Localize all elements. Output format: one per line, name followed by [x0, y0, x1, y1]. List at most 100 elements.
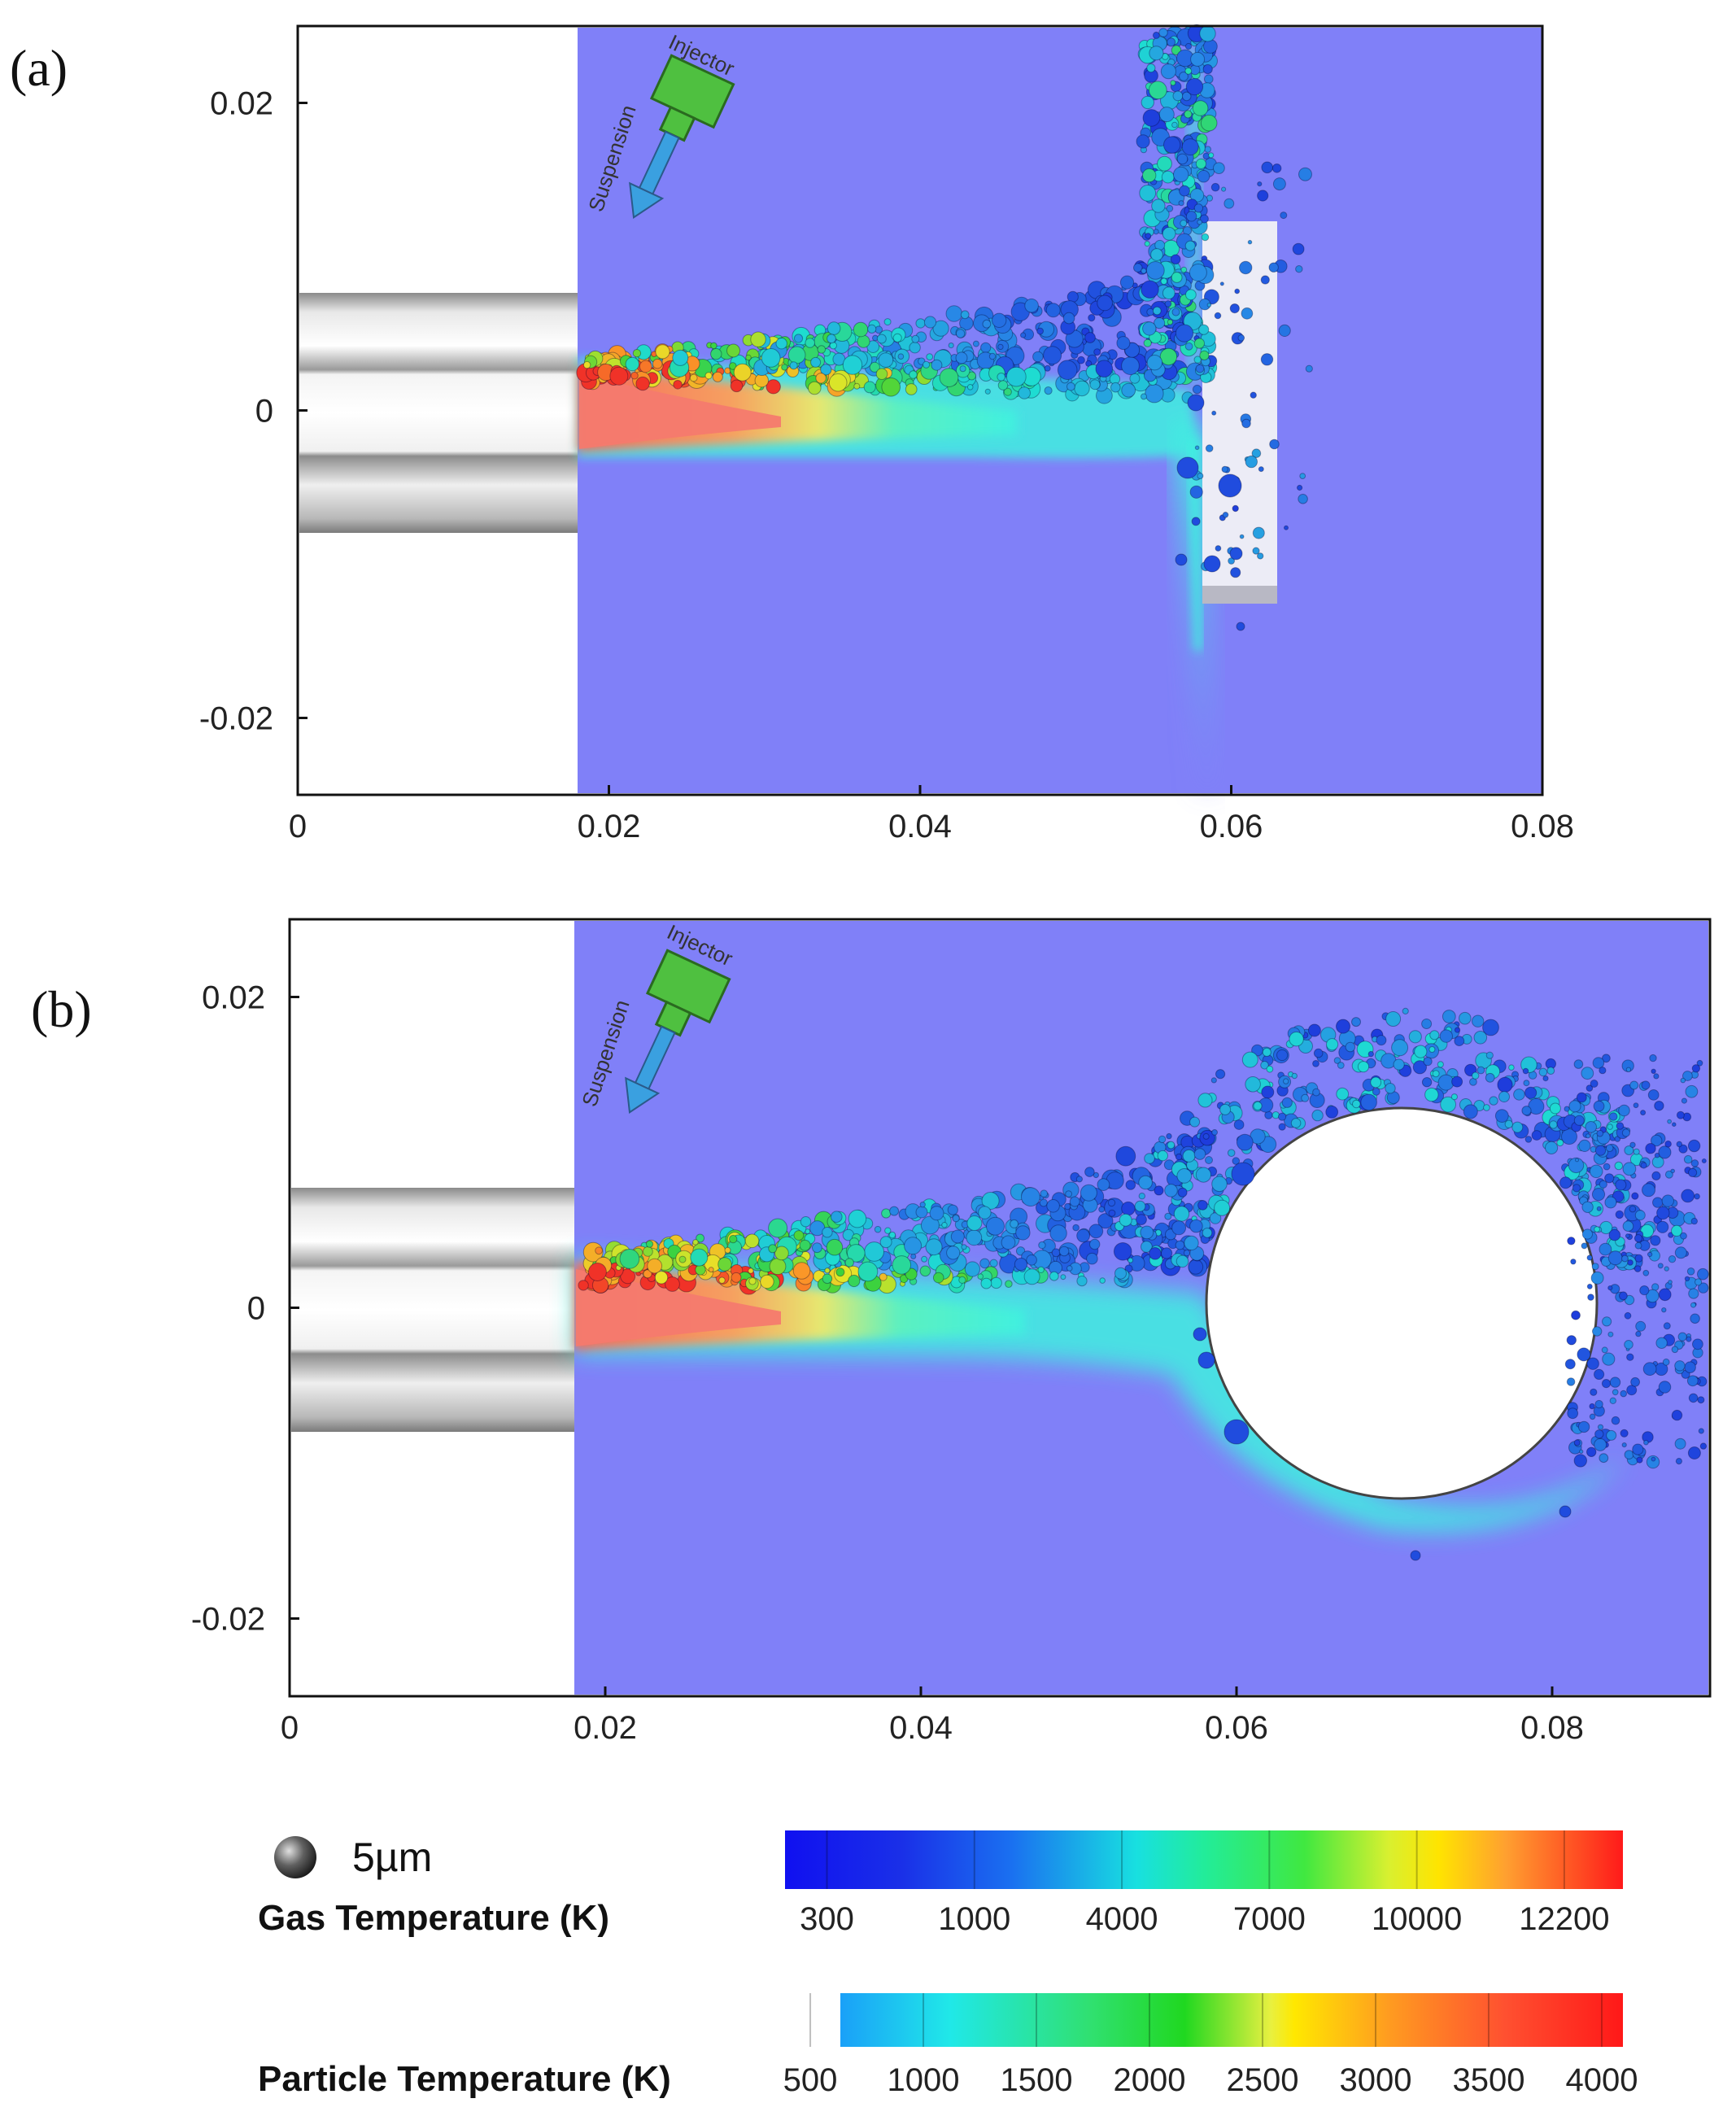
particle: [997, 343, 1004, 351]
panel-b-label: (b): [31, 980, 92, 1038]
particle: [1195, 1167, 1212, 1183]
particle: [1654, 1101, 1664, 1111]
particle: [1485, 1072, 1495, 1083]
particle: [1045, 303, 1061, 318]
particle: [1640, 1110, 1647, 1116]
particle: [1193, 356, 1202, 364]
particle: [879, 1236, 892, 1249]
particle: [1171, 1220, 1187, 1236]
particle: [879, 1272, 888, 1281]
particle: [1159, 347, 1178, 366]
particle: [1684, 1361, 1696, 1373]
particle: [986, 1216, 1005, 1236]
particle: [1473, 1031, 1488, 1045]
particle: [1058, 1246, 1070, 1257]
particle: [1524, 1086, 1538, 1099]
particle: [1289, 1032, 1304, 1047]
particle: [1014, 1257, 1028, 1272]
particle: [1581, 1201, 1594, 1214]
particle: [955, 351, 968, 364]
particle: [1606, 1429, 1617, 1441]
particle: [1075, 1176, 1084, 1183]
particle: [1176, 1254, 1189, 1268]
particle: [857, 1261, 879, 1282]
particle: [948, 342, 954, 349]
particle: [1591, 1263, 1599, 1271]
particle: [793, 334, 804, 343]
particle: [1578, 1139, 1591, 1153]
particle: [929, 1206, 944, 1221]
particle: [1672, 1122, 1677, 1127]
particle: [1173, 1206, 1190, 1222]
particle: [1566, 1335, 1577, 1346]
particle: [1181, 91, 1192, 102]
particle: [1202, 1228, 1213, 1238]
particle: [1176, 456, 1199, 479]
particle: [1619, 1291, 1628, 1301]
particle: [884, 1227, 892, 1234]
particle: [1336, 1019, 1350, 1034]
particle: [1305, 364, 1313, 373]
particle: [1097, 1213, 1114, 1229]
particle: [1232, 1157, 1241, 1165]
particle: [1171, 272, 1183, 283]
particle: [1241, 307, 1254, 320]
particle: [1601, 1379, 1612, 1389]
particle: [997, 380, 1009, 390]
particle: [1661, 1307, 1667, 1313]
particle: [911, 334, 920, 343]
particle: [1251, 448, 1262, 459]
particle: [1230, 567, 1241, 578]
particle: [1596, 1206, 1602, 1211]
particle: [1687, 1139, 1701, 1153]
particle: [1440, 1096, 1456, 1113]
particle: [1281, 1097, 1293, 1108]
particle: [1211, 410, 1217, 416]
particle: [1482, 1019, 1499, 1036]
particle: [1687, 1446, 1701, 1459]
particle: [1592, 1326, 1603, 1337]
x-tick-label: 0: [281, 1710, 299, 1746]
particle: [1215, 1069, 1226, 1080]
particle: [1442, 1010, 1456, 1023]
particle: [1629, 1080, 1639, 1090]
particle: [1038, 1241, 1046, 1250]
particle: [1664, 1140, 1672, 1148]
particle: [1283, 1078, 1289, 1084]
particle: [1272, 177, 1286, 191]
particle: [1575, 1158, 1579, 1163]
y-tick-label: -0.02: [199, 701, 273, 737]
particle: [1171, 121, 1178, 129]
particle: [878, 352, 894, 369]
x-tick-label: 0.04: [888, 809, 952, 844]
particle: [1632, 1443, 1644, 1455]
particle: [1635, 1320, 1647, 1332]
particle: [665, 1276, 680, 1292]
particle: [643, 1246, 653, 1257]
particle: [1141, 95, 1155, 110]
particle: [1097, 1178, 1110, 1191]
particle: [919, 1202, 926, 1208]
particle: [1615, 1179, 1627, 1191]
particle: [915, 318, 926, 329]
particle: [961, 1244, 967, 1250]
particle: [692, 1239, 699, 1246]
particle: [1498, 1091, 1510, 1103]
x-tick-label: 0.08: [1520, 1710, 1584, 1746]
particle: [1143, 338, 1152, 347]
particle: [1651, 1134, 1663, 1147]
particle: [964, 1261, 981, 1277]
particle: [1229, 303, 1240, 314]
colorbar-tick-label: 2000: [1114, 2062, 1186, 2098]
colorbar-tick-label: 3500: [1452, 2062, 1524, 2098]
particle: [1686, 1375, 1699, 1387]
particle: [1185, 289, 1197, 301]
particle: [1136, 134, 1150, 149]
particle: [1589, 1164, 1603, 1179]
particle: [909, 342, 921, 354]
particle: [1209, 1212, 1222, 1224]
particle: [1601, 1346, 1608, 1354]
particle: [1635, 1330, 1642, 1337]
particle: [1184, 342, 1193, 351]
particle: [1337, 1062, 1345, 1069]
